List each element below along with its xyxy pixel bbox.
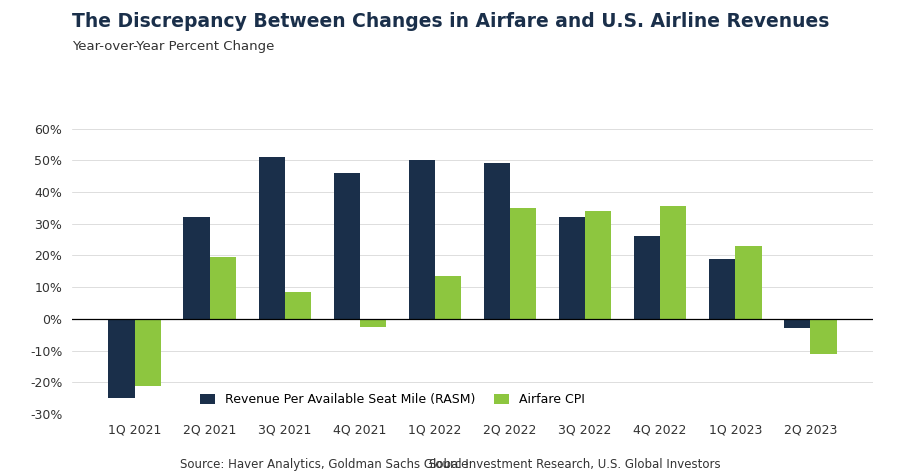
Bar	[334, 173, 360, 319]
Bar	[135, 319, 161, 386]
Bar	[108, 319, 135, 398]
Bar	[661, 206, 687, 319]
Bar	[258, 157, 284, 319]
Bar	[735, 246, 761, 319]
Bar	[484, 163, 510, 319]
Bar	[585, 211, 611, 319]
Text: The Discrepancy Between Changes in Airfare and U.S. Airline Revenues: The Discrepancy Between Changes in Airfa…	[72, 12, 830, 31]
Bar	[435, 276, 461, 319]
Bar	[284, 292, 311, 319]
Bar	[184, 218, 210, 319]
Bar	[559, 218, 585, 319]
Bar	[409, 160, 435, 319]
Bar	[709, 258, 735, 319]
Text: Source:: Source:	[428, 458, 473, 471]
Legend: Revenue Per Available Seat Mile (RASM), Airfare CPI: Revenue Per Available Seat Mile (RASM), …	[193, 386, 592, 414]
Bar	[810, 319, 837, 354]
Text: Source: Haver Analytics, Goldman Sachs Global Investment Research, U.S. Global I: Source: Haver Analytics, Goldman Sachs G…	[180, 458, 720, 471]
Bar	[360, 319, 386, 327]
Bar	[210, 257, 236, 319]
Bar	[784, 319, 810, 328]
Text: Year-over-Year Percent Change: Year-over-Year Percent Change	[72, 40, 274, 53]
Bar	[510, 208, 536, 319]
Bar	[634, 237, 661, 319]
